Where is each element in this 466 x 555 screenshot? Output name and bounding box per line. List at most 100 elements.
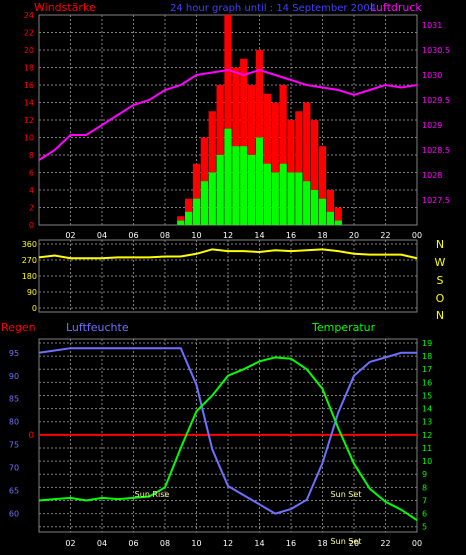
humidity-y-tick-75: 75 [9,441,19,450]
wind-y-tick-24: 24 [24,11,34,20]
humidity-x-tick-22: 22 [380,539,390,548]
humidity-x-tick-10: 10 [191,539,201,548]
pressure-y-tick-1029: 1029 [422,121,442,130]
wind-y-tick-12: 12 [24,116,34,125]
wind-y-tick-16: 16 [24,81,34,90]
temp-y-tick-13: 13 [422,418,432,427]
wind-y-tick-4: 4 [29,186,34,195]
temp-y-tick-6: 6 [422,510,427,519]
wind-x-ticks: 02 04 06 08 10 12 14 16 18 20 22 00 [65,231,422,240]
direction-y-ticks: 0 90 180 270 360 [22,240,37,313]
direction-y-tick-270: 270 [22,256,37,265]
pressure-y-tick-1028: 1028 [422,171,442,180]
avg-bar-15.5 [279,163,287,225]
wind-y-tick-2: 2 [29,204,34,213]
wind-x-tick-16: 16 [286,231,296,240]
avg-bar-11 [208,172,216,225]
avg-bar-10 [192,198,201,225]
wind-y-tick-14: 14 [24,99,34,108]
temperature-line [38,356,418,522]
chart-date-title: 24 hour graph until : 14 September 2004 [170,3,376,14]
wind-y-tick-22: 22 [24,29,34,38]
humidity-y-tick-70: 70 [9,464,19,473]
temp-y-tick-19: 19 [422,339,432,348]
humidity-line [38,347,417,515]
temp-y-tick-5: 5 [422,523,427,532]
avg-bar-11.5 [216,155,224,225]
avg-bar-10.5 [200,181,209,225]
avg-bar-13.5 [247,155,256,225]
temp-y-tick-14: 14 [422,405,432,414]
direction-y-tick-90: 90 [27,288,37,297]
compass-tick-2: S [437,274,444,287]
gust-bar-12 [224,15,232,225]
wind-x-tick-10: 10 [191,231,201,240]
wind-x-tick-04: 04 [97,231,107,240]
avg-bar-18.5 [326,211,335,225]
pressure-y-tick-1031: 1031 [422,21,442,30]
wind-y-tick-8: 8 [29,151,34,160]
wind-x-tick-12: 12 [223,231,233,240]
wind-y-tick-10: 10 [24,134,34,143]
pressure-y-tick-1030.5: 1030.5 [422,46,450,55]
wind-x-tick-18: 18 [317,231,327,240]
temperature-label: Temperatur [311,321,376,334]
direction-line [38,248,418,260]
pressure-y-ticks: 1027.5 1028 1028.5 1029 1029.5 1030 1030.5 1031 [422,21,450,205]
avg-bar-17 [303,181,311,225]
humidity-y-tick-90: 90 [9,372,19,381]
compass-tick-1: W [435,256,446,269]
gust-bar-17.5 [310,120,319,225]
humidity-x-tick-08: 08 [160,539,170,548]
wind-x-tick-02: 02 [65,231,75,240]
wind-x-tick-06: 06 [128,231,138,240]
avg-bar-15 [271,172,279,225]
gust-bar-14.5 [263,93,272,225]
humidity-x-ticks: 02 04 06 08 10 12 14 16 18 20 22 00 [65,539,422,548]
temp-y-tick-16: 16 [422,378,432,387]
wind-y-tick-6: 6 [29,169,34,178]
temp-y-tick-9: 9 [422,470,427,479]
gust-bar-11 [208,111,216,225]
avg-bar-9.5 [184,211,193,225]
direction-y-tick-360: 360 [22,240,37,249]
humidity-x-tick-18: 18 [317,539,327,548]
gust-bar-18 [318,146,327,225]
avg-bar-17.5 [310,190,319,225]
humidity-x-tick-12: 12 [223,539,233,548]
rain-tick-label: 0 [28,431,34,441]
humidity-y-tick-65: 65 [9,487,19,496]
gust-bar-16.5 [295,111,303,225]
wind-x-tick-22: 22 [380,231,390,240]
wind-y-tick-20: 20 [24,46,34,55]
humidity-y-tick-95: 95 [9,349,19,358]
wind-x-tick-14: 14 [254,231,264,240]
avg-bar-9 [177,220,185,225]
gust-bar-19 [334,207,342,225]
humidity-x-tick-06: 06 [128,539,138,548]
wind-y-tick-18: 18 [24,64,34,73]
temp-y-tick-10: 10 [422,457,432,466]
avg-bar-16 [287,172,295,225]
humidity-y-tick-85: 85 [9,395,19,404]
wind-header-label: Windstärke [34,1,96,14]
humidity-x-tick-02: 02 [65,539,75,548]
temp-y-tick-18: 18 [422,352,432,361]
direction-grid [39,240,418,312]
gust-bar-18.5 [326,190,335,225]
temp-y-tick-15: 15 [422,391,432,400]
temp-y-tick-7: 7 [422,496,427,505]
pressure-y-tick-1030: 1030 [422,71,442,80]
avg-bar-14.5 [263,163,272,225]
avg-bar-14 [255,137,264,225]
humidity-x-tick-00: 00 [412,539,422,548]
gust-bar-17 [303,102,311,225]
humidity-x-tick-16: 16 [286,539,296,548]
pressure-line [38,68,418,161]
wind-x-tick-00: 00 [412,231,422,240]
pressure-y-tick-1029.5: 1029.5 [422,96,450,105]
compass-tick-4: N [436,309,444,322]
